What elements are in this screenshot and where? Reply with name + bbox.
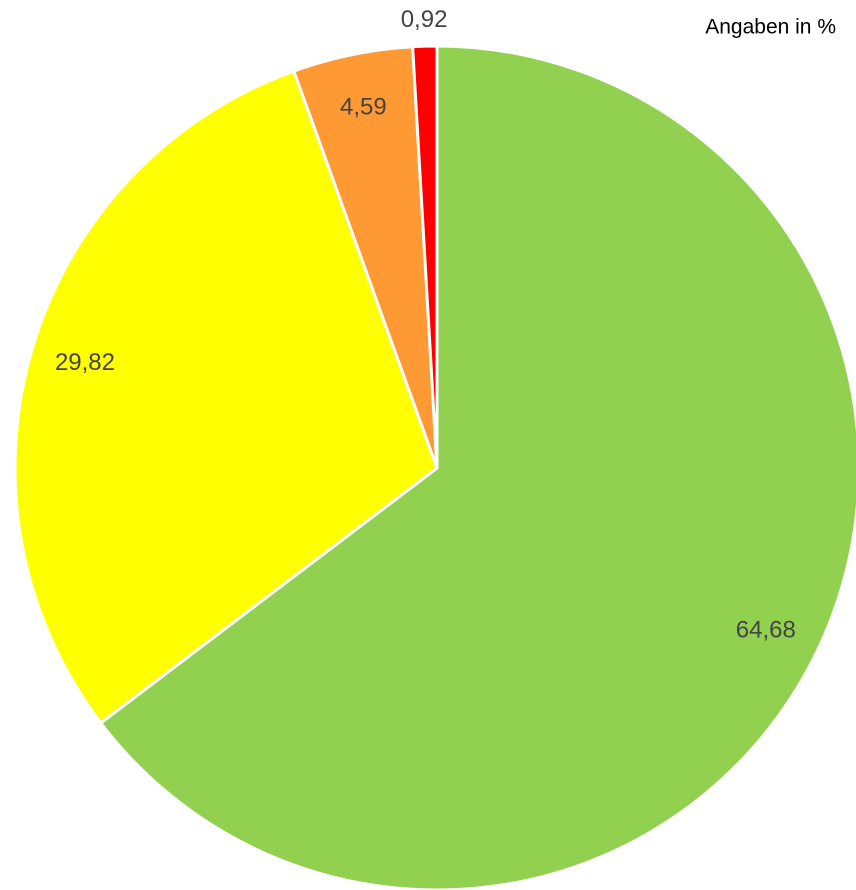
- pie-slice: [13, 69, 439, 726]
- data-label: 29,82: [55, 349, 115, 376]
- data-label: 4,59: [340, 94, 387, 121]
- data-label: 0,92: [401, 6, 448, 33]
- pie-slice: [98, 44, 856, 890]
- pie-slice: [411, 44, 439, 469]
- annotation: Angaben in %: [705, 16, 836, 39]
- data-label: 64,68: [736, 617, 796, 644]
